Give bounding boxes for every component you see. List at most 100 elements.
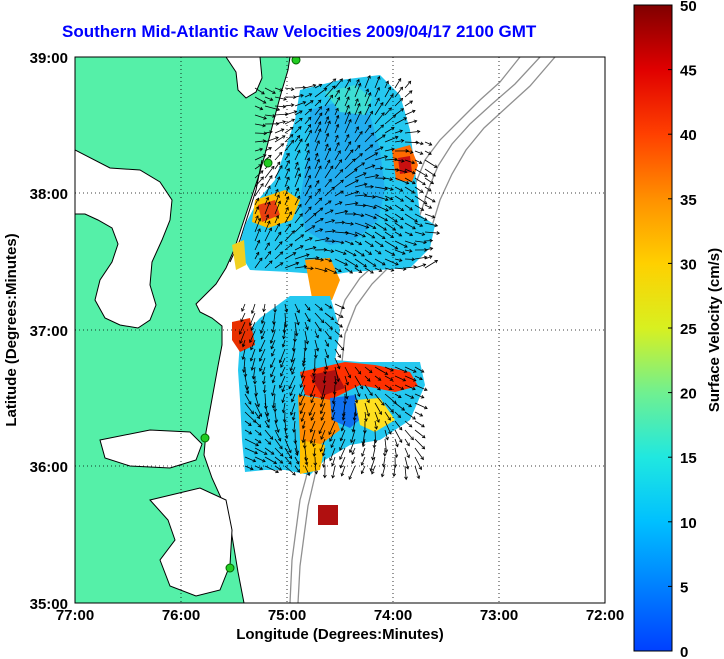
velocity-arrowhead bbox=[275, 121, 280, 126]
velocity-arrowhead bbox=[255, 442, 259, 447]
velocity-arrow bbox=[374, 222, 387, 231]
albemarle-sound bbox=[99, 429, 203, 469]
velocity-arrowhead bbox=[363, 263, 368, 268]
velocity-arrow bbox=[284, 140, 294, 152]
velocity-arrowhead bbox=[305, 326, 309, 331]
velocity-arrowhead bbox=[360, 462, 365, 466]
velocity-arrow bbox=[394, 130, 403, 134]
velocity-arrow bbox=[374, 420, 377, 430]
velocity-arrow bbox=[303, 348, 306, 364]
velocity-arrow bbox=[384, 384, 392, 390]
velocity-arrowhead bbox=[331, 219, 336, 223]
velocity-arrow bbox=[314, 112, 323, 125]
velocity-arrow bbox=[414, 195, 428, 205]
velocity-arrowhead bbox=[307, 165, 311, 170]
velocity-arrowhead bbox=[288, 211, 292, 215]
velocity-arrow bbox=[290, 402, 296, 416]
velocity-arrowhead bbox=[267, 441, 272, 445]
velocity-arrow bbox=[374, 186, 388, 190]
velocity-arrowhead bbox=[319, 207, 324, 211]
velocity-arrowhead bbox=[405, 149, 410, 153]
velocity-arrow bbox=[374, 155, 388, 161]
velocity-arrow bbox=[264, 456, 277, 464]
velocity-arrowhead bbox=[279, 384, 283, 389]
velocity-arrow bbox=[304, 100, 314, 107]
velocity-arrow bbox=[324, 321, 333, 330]
velocity-arrow bbox=[334, 249, 347, 255]
velocity-arrowhead bbox=[262, 123, 267, 128]
velocity-arrow bbox=[394, 240, 408, 248]
velocity-arrow bbox=[304, 93, 312, 98]
velocity-arrowhead bbox=[424, 405, 428, 410]
velocity-arrow bbox=[264, 384, 266, 393]
velocity-arrowhead bbox=[257, 217, 262, 222]
velocity-arrow bbox=[364, 75, 371, 89]
velocity-arrowhead bbox=[351, 451, 355, 456]
velocity-arrow bbox=[384, 366, 394, 372]
velocity-arrow bbox=[414, 384, 428, 391]
velocity-arrow bbox=[364, 222, 376, 229]
velocity-arrowhead bbox=[391, 147, 395, 152]
velocity-arrow bbox=[374, 366, 388, 375]
velocity-arrowhead bbox=[282, 419, 287, 423]
velocity-arrowhead bbox=[391, 252, 396, 256]
velocity-arrowhead bbox=[431, 214, 436, 219]
velocity-arrow bbox=[320, 402, 326, 414]
velocity-arrowhead bbox=[385, 207, 389, 212]
velocity-arrowhead bbox=[256, 415, 260, 420]
velocity-arrowhead bbox=[411, 170, 416, 175]
velocity-arrow bbox=[344, 258, 358, 268]
velocity-arrowhead bbox=[281, 343, 286, 348]
velocity-arrow bbox=[384, 136, 399, 143]
velocity-arrow bbox=[414, 264, 426, 269]
velocity-arrowhead bbox=[262, 389, 267, 394]
velocity-arrowhead bbox=[296, 195, 301, 199]
velocity-arrowhead bbox=[275, 469, 279, 474]
velocity-arrow bbox=[254, 154, 267, 161]
velocity-arrowhead bbox=[317, 99, 322, 104]
velocity-arrowhead bbox=[418, 466, 422, 471]
velocity-arrow bbox=[384, 177, 393, 181]
velocity-arrow bbox=[313, 366, 316, 376]
velocity-arrow bbox=[354, 393, 358, 403]
velocity-arrowhead bbox=[381, 112, 385, 116]
velocity-arrowhead bbox=[392, 114, 397, 119]
velocity-arrowhead bbox=[423, 240, 427, 245]
velocity-arrow bbox=[330, 438, 336, 448]
velocity-arrowhead bbox=[283, 97, 287, 101]
velocity-arrow bbox=[394, 213, 404, 221]
velocity-arrowhead bbox=[368, 369, 373, 374]
velocity-arrow bbox=[283, 321, 286, 333]
velocity-arrowhead bbox=[279, 88, 284, 92]
velocity-arrowhead bbox=[339, 456, 343, 461]
velocity-arrow bbox=[364, 111, 373, 125]
velocity-arrowhead bbox=[322, 380, 327, 384]
velocity-arrow bbox=[344, 267, 353, 274]
velocity-arrow bbox=[270, 330, 276, 344]
velocity-arrowhead bbox=[428, 142, 433, 146]
velocity-arrowhead bbox=[332, 229, 336, 233]
velocity-arrowhead bbox=[305, 142, 310, 147]
velocity-arrowhead bbox=[296, 149, 301, 154]
velocity-arrow bbox=[301, 366, 306, 378]
velocity-arrow bbox=[264, 251, 272, 260]
velocity-arrowhead bbox=[335, 114, 340, 119]
velocity-arrow bbox=[324, 312, 334, 320]
velocity-arrowhead bbox=[373, 205, 377, 210]
velocity-arrow bbox=[424, 168, 436, 177]
velocity-arrowhead bbox=[387, 86, 392, 91]
velocity-arrow bbox=[394, 447, 398, 458]
velocity-arrow bbox=[334, 357, 340, 369]
velocity-arrow bbox=[254, 384, 257, 396]
velocity-arrowhead bbox=[269, 260, 273, 264]
velocity-arrow bbox=[394, 204, 404, 212]
velocity-arrow bbox=[384, 249, 395, 256]
velocity-arrowhead bbox=[412, 386, 416, 391]
velocity-arrow bbox=[254, 87, 265, 95]
velocity-arrow bbox=[344, 78, 351, 89]
y-tick-label: 38:00 bbox=[30, 186, 68, 203]
velocity-arrow bbox=[313, 438, 316, 447]
colorbar-gradient bbox=[633, 4, 673, 652]
velocity-arrow bbox=[304, 465, 310, 476]
velocity-arrowhead bbox=[248, 401, 252, 405]
